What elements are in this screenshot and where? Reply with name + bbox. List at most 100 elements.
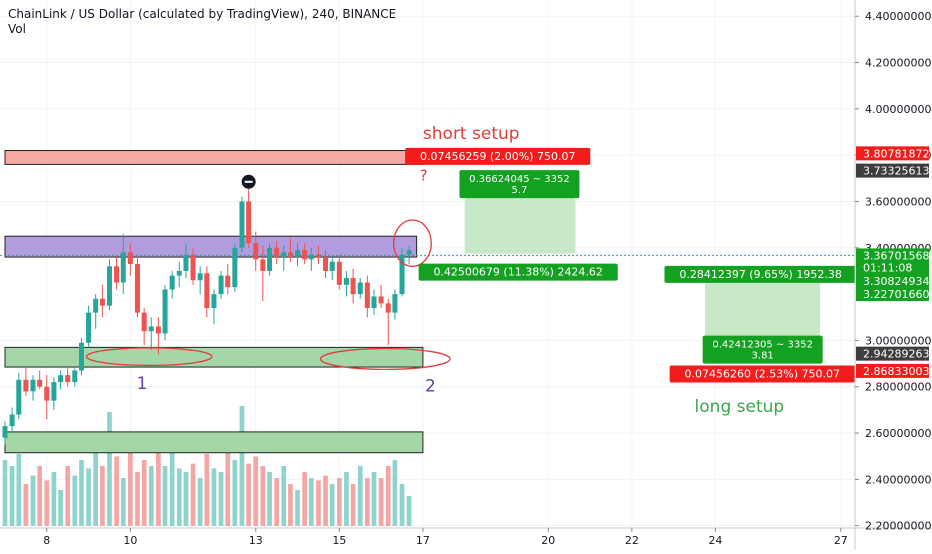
short-stop-label: 0.07456259 (2.00%) 750.07 (405, 147, 591, 165)
volume-bar (288, 484, 293, 526)
volume-bar (162, 466, 168, 526)
candle-body (162, 289, 168, 334)
candle-body (148, 326, 154, 332)
candle-body (37, 379, 43, 387)
time-tick-label: 27 (834, 534, 848, 547)
volume-bar (329, 484, 335, 526)
price-badge (856, 163, 929, 178)
long-ratio-label-line: 3.81 (752, 351, 774, 362)
volume-bar (120, 478, 126, 526)
volume-bar (65, 466, 71, 526)
price-badge-label: 2.94289263 (863, 348, 929, 361)
chart-title: ChainLink / US Dollar (calculated by Tra… (8, 7, 397, 21)
price-badge-label: 3.30824934 (863, 275, 929, 288)
short-stop-label-bg (405, 147, 591, 165)
circle-annotation-1 (85, 347, 213, 367)
question-mark-text: ? (420, 167, 428, 185)
candle-body (232, 247, 238, 288)
short-zone (4, 150, 424, 165)
volume-bar (253, 456, 259, 526)
volume-bar (274, 478, 279, 526)
price-badges: 3.807818723.733256133.3670156801:11:083.… (856, 146, 929, 378)
candle-body (392, 294, 398, 313)
volume-bar (344, 472, 349, 526)
volume-bar (72, 475, 78, 526)
candle-body (141, 312, 147, 332)
volume-bar (406, 496, 412, 526)
candle-body (127, 252, 133, 264)
price-badge-label: 01:11:08 (863, 262, 912, 275)
candle-body (253, 243, 259, 260)
candle-body (155, 326, 161, 334)
volume-bar (399, 484, 405, 526)
support-zone-upper (4, 346, 424, 368)
volume-bar (2, 460, 8, 526)
candle-body (99, 298, 105, 306)
short-ratio-label-bg (459, 170, 580, 199)
volume-bar (204, 454, 210, 526)
trade-labels: 0.07456259 (2.00%) 750.07 0.36624045 ~ 33… (405, 147, 857, 383)
candle-body (274, 247, 280, 258)
candle-body (134, 264, 140, 313)
volume-bar (260, 466, 266, 526)
long-stop-label: 0.07456260 (2.53%) 750.07 (669, 365, 855, 383)
price-badge (856, 363, 929, 378)
volume-bar (308, 478, 314, 526)
volume-bar (30, 475, 36, 526)
candle-body (315, 254, 321, 258)
time-tick-label: 13 (249, 534, 263, 547)
candle-body (260, 259, 266, 271)
candle-body (225, 275, 231, 288)
candle-body (86, 312, 92, 343)
volume-bar (323, 475, 328, 526)
candle-body (30, 379, 36, 392)
volume-bar (23, 484, 29, 526)
price-tick-label: 4.40000000 (865, 10, 931, 23)
volume-bar (37, 466, 43, 526)
volume-bar (169, 442, 175, 526)
zones (4, 150, 424, 454)
long-target-label: 0.28412397 (9.65%) 1952.38 (664, 265, 857, 283)
price-badge (856, 273, 929, 288)
time-tick-label: 17 (416, 534, 430, 547)
volume-bar (211, 468, 217, 526)
volume-bar (267, 472, 272, 526)
candle-body (51, 382, 57, 401)
candle-body (65, 375, 71, 383)
price-tick-label: 3.00000000 (865, 334, 931, 347)
price-badge-label: 3.22701660 (863, 288, 929, 301)
candle-body (329, 261, 335, 271)
price-tick-label: 4.00000000 (865, 103, 931, 116)
long-stop-label-line: 0.07456260 (2.53%) 750.07 (685, 368, 841, 381)
candle-body (72, 370, 78, 383)
label-1-text: 1 (137, 374, 148, 394)
short-target-label: 0.42500679 (11.38%) 2424.62 (418, 263, 618, 281)
candle-body (106, 266, 112, 306)
circle-annotation-2 (319, 347, 451, 371)
volume-bar (190, 463, 196, 526)
candle-body (16, 379, 22, 415)
short-stop-label-line: 0.07456259 (2.00%) 750.07 (420, 150, 576, 163)
candle-body (350, 277, 356, 295)
volume-bar (93, 451, 99, 526)
short-target-label-bg (418, 263, 618, 281)
candle-body (357, 282, 363, 295)
time-axis-panel (0, 528, 932, 550)
long-ratio-label-bg (702, 335, 823, 364)
volume-bar (364, 478, 370, 526)
candle-body (78, 342, 84, 371)
candle-body (44, 386, 50, 401)
volume-indicator-label: Vol (8, 22, 26, 36)
price-badge-label: 2.86833003 (863, 365, 929, 378)
candle-body (308, 254, 314, 260)
long-profit-area (705, 272, 820, 342)
volume-bar (316, 480, 321, 526)
time-tick-label: 20 (541, 534, 555, 547)
price-tick-label: 2.60000000 (865, 427, 931, 440)
candle-body (114, 266, 120, 283)
candle-body (218, 275, 224, 295)
support-zone-lower (4, 431, 424, 454)
volume-bar (357, 466, 363, 526)
